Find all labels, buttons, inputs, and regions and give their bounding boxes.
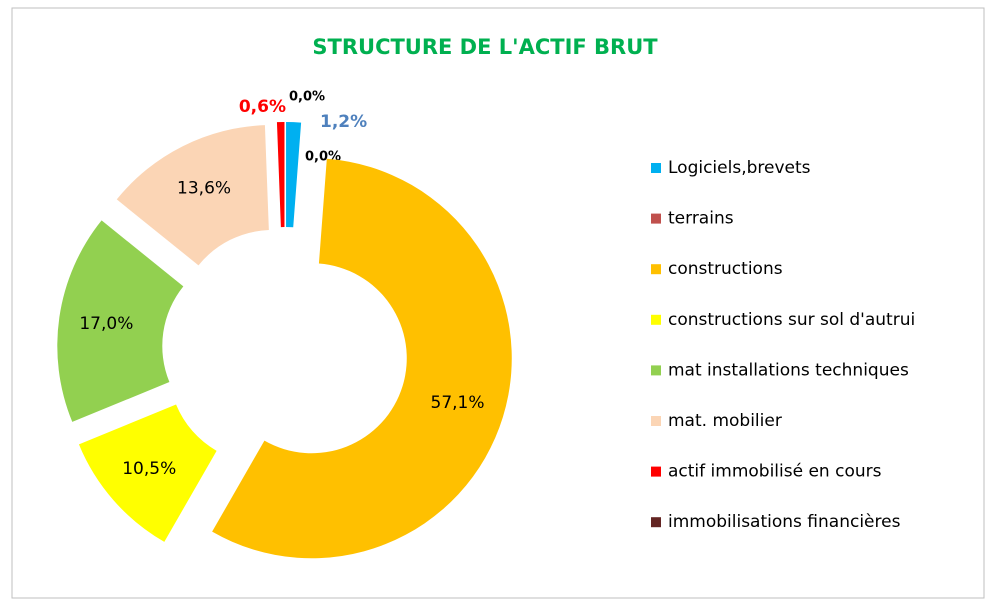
legend-swatch — [651, 365, 661, 376]
legend-label: actif immobilisé en cours — [668, 462, 882, 482]
legend-swatch — [651, 213, 661, 224]
data-label: 57,1% — [431, 393, 485, 413]
donut-slice — [116, 125, 269, 266]
donut-slice — [57, 220, 184, 422]
donut-slice — [276, 122, 285, 228]
legend-swatch — [651, 264, 661, 275]
legend-label: Logiciels,brevets — [668, 158, 811, 178]
donut-slice — [286, 122, 302, 228]
legend-swatch — [651, 517, 661, 528]
data-label: 13,6% — [177, 179, 231, 199]
chart-title: STRUCTURE DE L'ACTIF BRUT — [312, 35, 658, 59]
legend-label: terrains — [668, 209, 734, 229]
legend-label: immobilisations financières — [668, 512, 901, 532]
legend-swatch — [651, 466, 661, 477]
data-label: 17,0% — [79, 314, 133, 334]
legend-label: constructions sur sol d'autrui — [668, 310, 915, 330]
legend-label: mat. mobilier — [668, 411, 782, 431]
data-label: 10,5% — [122, 459, 176, 479]
legend-swatch — [651, 314, 661, 325]
data-label: 0,0% — [289, 90, 325, 105]
data-label: 1,2% — [320, 112, 367, 132]
legend-label: constructions — [668, 259, 783, 279]
donut-slice — [212, 158, 512, 559]
legend-swatch — [651, 416, 661, 426]
donut-slice — [78, 404, 217, 542]
legend-label: mat installations techniques — [668, 360, 909, 380]
data-label: 0,6% — [239, 97, 286, 117]
legend-swatch — [651, 163, 661, 173]
